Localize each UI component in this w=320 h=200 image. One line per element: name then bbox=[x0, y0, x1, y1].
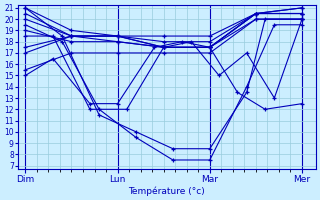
X-axis label: Température (°c): Température (°c) bbox=[129, 186, 205, 196]
